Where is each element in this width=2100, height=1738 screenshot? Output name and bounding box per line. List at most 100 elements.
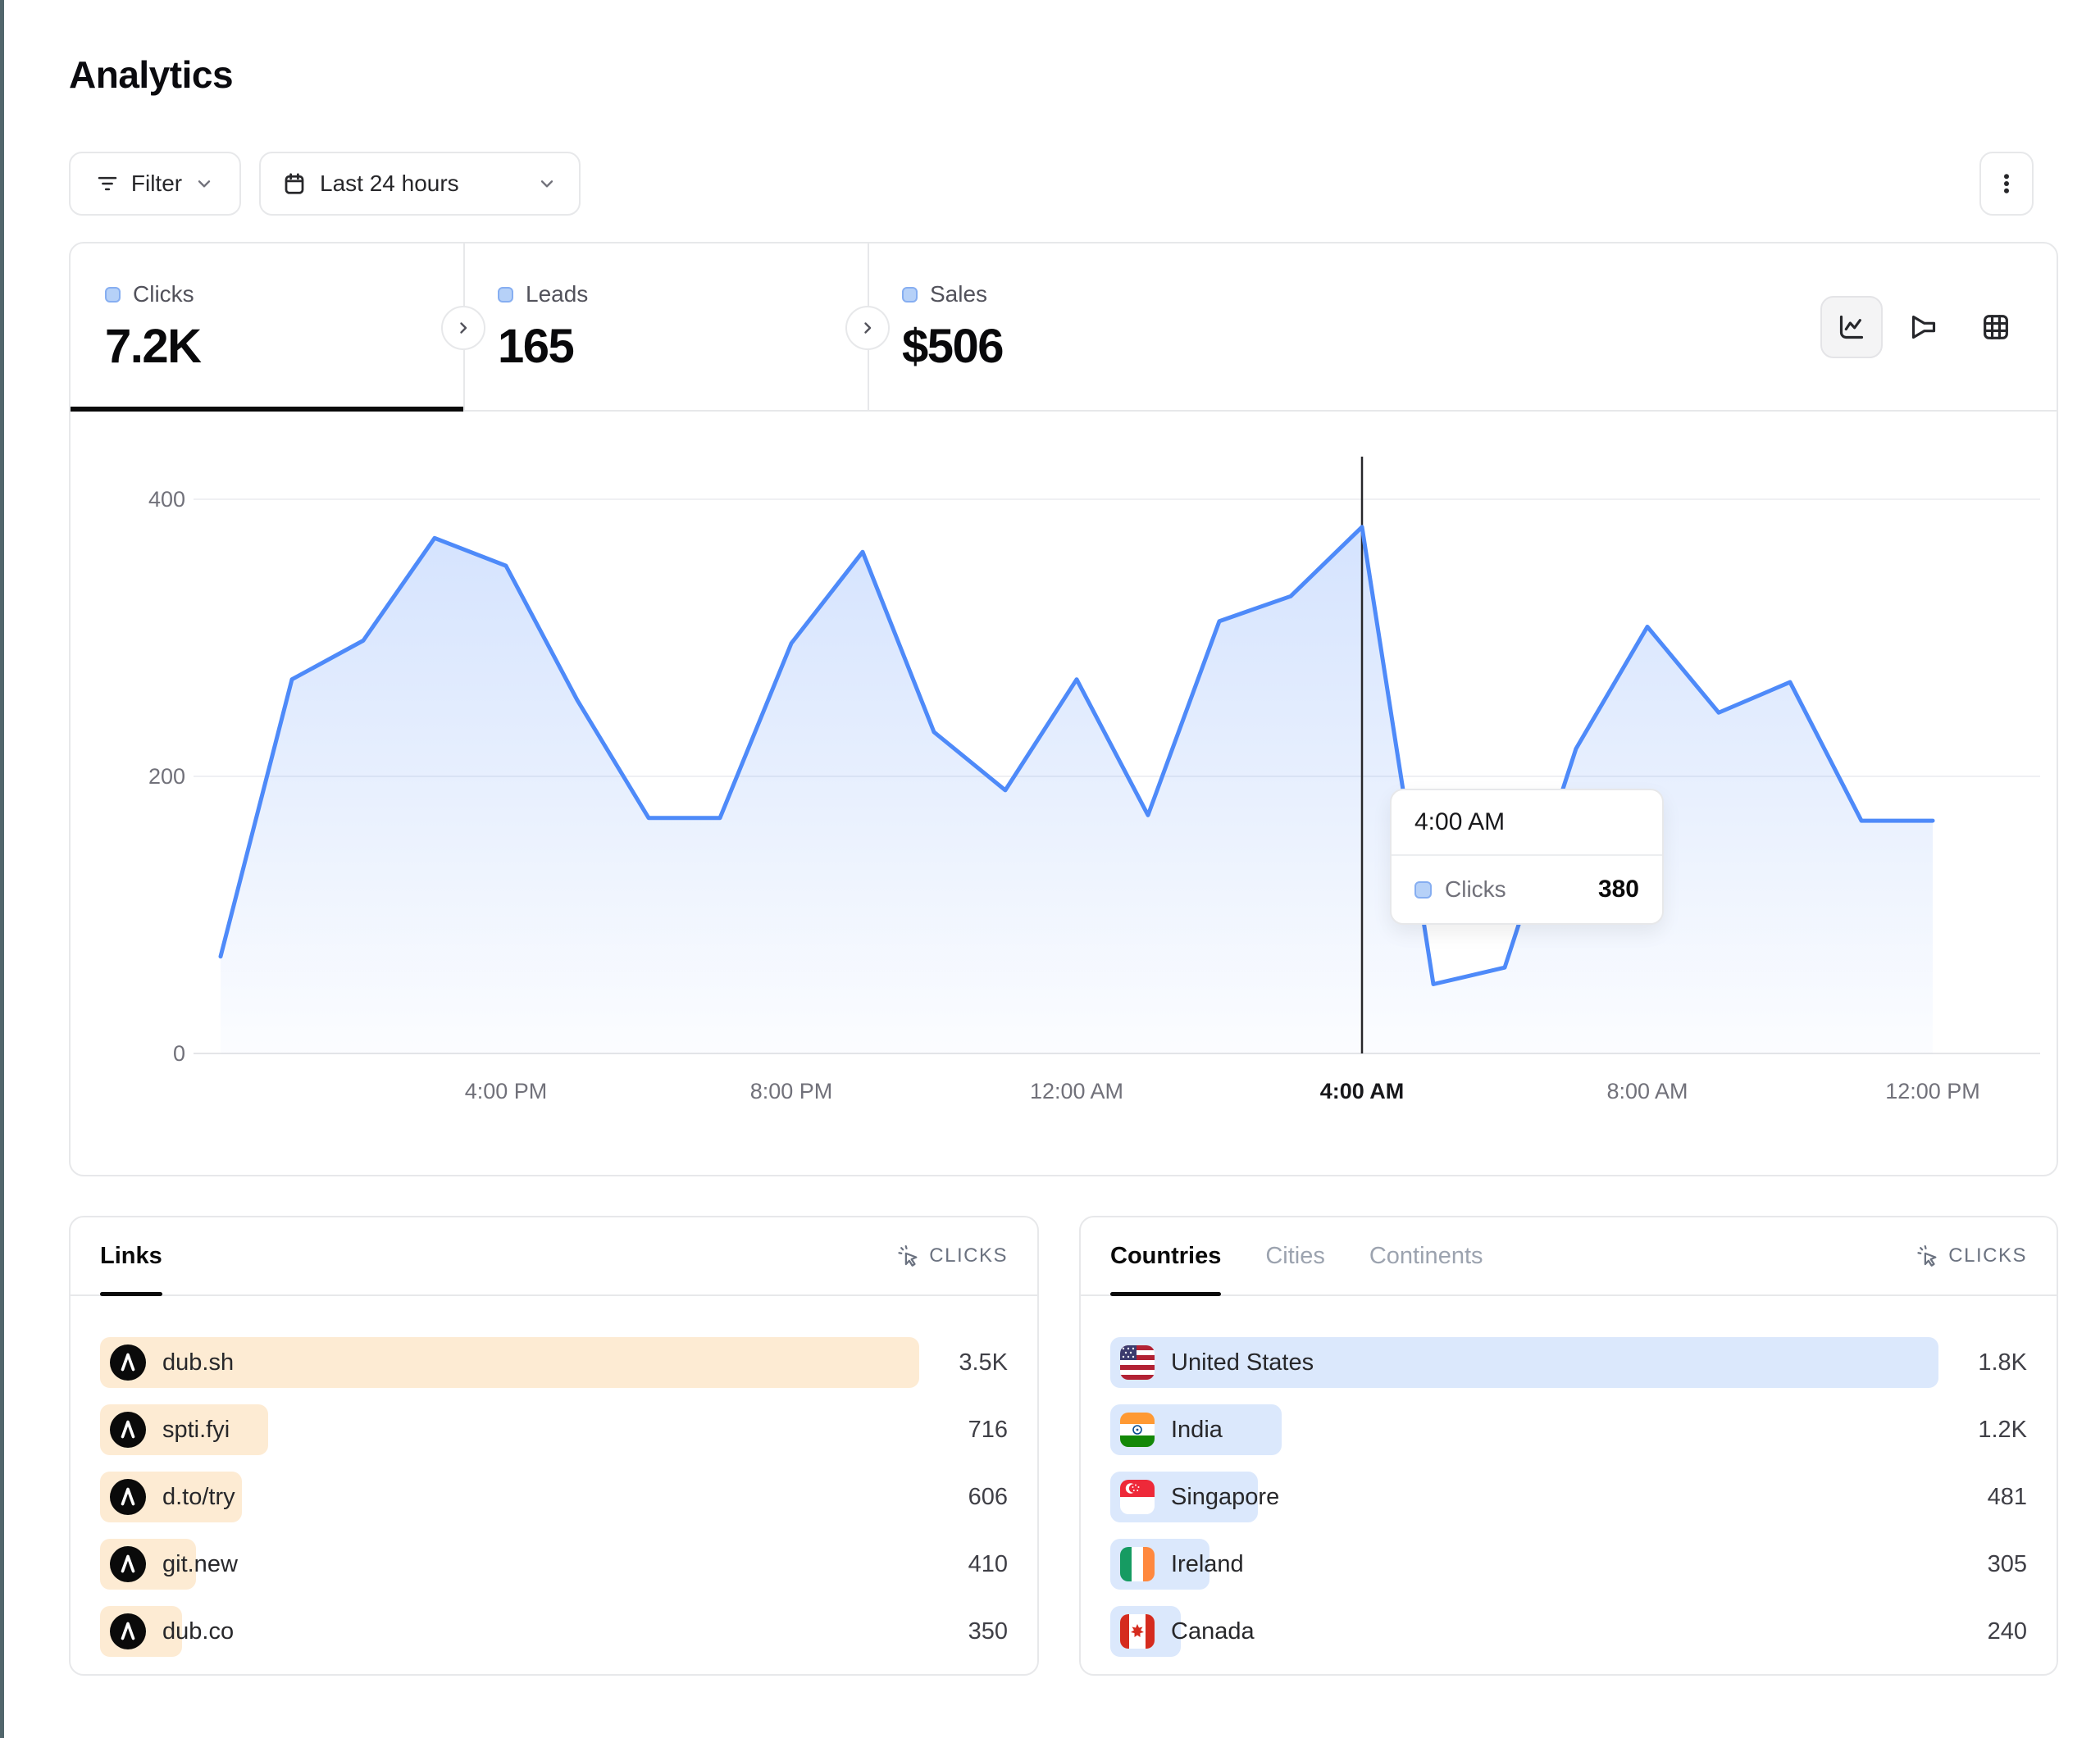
item-label: United States xyxy=(1171,1349,1314,1376)
item-value: 606 xyxy=(968,1483,1008,1510)
country-row[interactable]: Canada 240 xyxy=(1110,1606,2027,1657)
item-label: d.to/try xyxy=(162,1483,235,1510)
continents-tab-label: Continents xyxy=(1369,1242,1483,1269)
tab-clicks[interactable]: Clicks 7.2K xyxy=(71,243,463,410)
country-row[interactable]: United States 1.8K xyxy=(1110,1337,2027,1388)
clicks-legend-swatch xyxy=(105,286,121,303)
item-label: dub.sh xyxy=(162,1349,235,1376)
links-metric-label: CLICKS xyxy=(929,1244,1008,1267)
x-axis-tick: 12:00 PM xyxy=(1885,1079,1980,1103)
analytics-chart-card: Clicks 7.2K Leads 165 Sales $506 xyxy=(69,242,2058,1176)
link-row[interactable]: dub.co 350 xyxy=(100,1606,1008,1657)
tooltip-legend-swatch xyxy=(1414,880,1432,899)
country-row[interactable]: India 1.2K xyxy=(1110,1404,2027,1455)
item-label: Ireland xyxy=(1171,1550,1244,1577)
item-label: Singapore xyxy=(1171,1483,1280,1510)
filter-icon xyxy=(95,171,120,196)
date-range-label: Last 24 hours xyxy=(320,171,459,196)
geo-panel: Countries Cities Continents CLICKS Unite… xyxy=(1079,1216,2058,1676)
chevron-down-icon xyxy=(536,173,558,194)
links-metric-header[interactable]: CLICKS xyxy=(896,1244,1008,1268)
item-value: 350 xyxy=(968,1617,1008,1645)
clicks-tab-value: 7.2K xyxy=(105,320,202,373)
country-row[interactable]: Ireland 305 xyxy=(1110,1539,2027,1590)
link-row[interactable]: dub.sh 3.5K xyxy=(100,1337,1008,1388)
item-value: 716 xyxy=(968,1416,1008,1443)
leads-legend-swatch xyxy=(498,286,513,303)
link-row[interactable]: spti.fyi 716 xyxy=(100,1404,1008,1455)
dub-logo-icon xyxy=(110,1613,146,1649)
leads-tab-value: 165 xyxy=(498,320,575,373)
page-title: Analytics xyxy=(69,53,234,96)
y-axis-tick: 400 xyxy=(148,487,185,512)
value-bar xyxy=(1110,1337,1938,1388)
filter-button[interactable]: Filter xyxy=(69,152,241,216)
chevron-right-icon xyxy=(864,322,872,334)
x-axis-tick: 8:00 AM xyxy=(1606,1079,1688,1103)
tab-continents[interactable]: Continents xyxy=(1369,1217,1483,1294)
left-edge-strip xyxy=(0,0,4,1738)
filter-button-label: Filter xyxy=(130,171,183,196)
date-range-button[interactable]: Last 24 hours xyxy=(259,152,581,216)
funnel-icon xyxy=(1911,315,1936,339)
ie-flag-icon xyxy=(1120,1547,1155,1581)
sg-flag-icon xyxy=(1120,1480,1155,1514)
tooltip-series-label: Clicks xyxy=(1445,876,1506,902)
item-value: 410 xyxy=(968,1550,1008,1577)
tab-links[interactable]: Links xyxy=(100,1217,162,1296)
cursor-click-icon xyxy=(1917,1245,1937,1267)
tab-sales[interactable]: Sales $506 xyxy=(868,243,1442,410)
links-panel: Links CLICKS dub.sh 3.5K spti.fyi 716 xyxy=(69,1216,1039,1676)
expand-clicks-button[interactable] xyxy=(441,306,485,350)
tab-countries[interactable]: Countries xyxy=(1110,1217,1222,1296)
chevron-right-icon xyxy=(460,322,467,334)
item-label: git.new xyxy=(162,1550,238,1577)
link-row[interactable]: d.to/try 606 xyxy=(100,1472,1008,1522)
item-value: 1.8K xyxy=(1978,1349,2027,1376)
link-row[interactable]: git.new 410 xyxy=(100,1539,1008,1590)
item-value: 305 xyxy=(1987,1550,2027,1577)
item-value: 3.5K xyxy=(959,1349,1008,1376)
x-axis-tick: 4:00 AM xyxy=(1320,1079,1405,1103)
clicks-tab-label: Clicks xyxy=(133,281,194,307)
y-axis-tick: 200 xyxy=(148,764,185,789)
line-chart-view-button[interactable] xyxy=(1820,296,1883,358)
sales-tab-label: Sales xyxy=(930,281,988,307)
tooltip-time: 4:00 AM xyxy=(1392,790,1662,856)
x-axis-tick: 12:00 AM xyxy=(1030,1079,1123,1103)
more-options-button[interactable] xyxy=(1979,152,2034,216)
sales-legend-swatch xyxy=(902,286,918,303)
clicks-chart[interactable]: 0 200 400 4:00 PM 8:00 PM 12:00 AM 4:00 AM 8:00… xyxy=(71,412,2060,1178)
item-label: India xyxy=(1171,1416,1223,1443)
line-chart-icon xyxy=(1839,315,1864,339)
cursor-click-icon xyxy=(898,1245,918,1267)
leads-tab-label: Leads xyxy=(526,281,589,307)
expand-leads-button[interactable] xyxy=(845,306,890,350)
stats-tabs-row: Clicks 7.2K Leads 165 Sales $506 xyxy=(71,243,2057,412)
active-tab-underline xyxy=(71,407,463,412)
tab-leads[interactable]: Leads 165 xyxy=(463,243,868,410)
table-view-button[interactable] xyxy=(1965,296,2027,358)
ca-flag-icon xyxy=(1120,1614,1155,1649)
y-axis-tick: 0 xyxy=(173,1041,185,1066)
chart-type-toolbar xyxy=(1820,296,2027,358)
item-label: spti.fyi xyxy=(162,1416,230,1443)
kebab-menu-icon xyxy=(1994,171,2019,196)
item-value: 240 xyxy=(1987,1617,2027,1645)
chart-tooltip: 4:00 AM Clicks 380 xyxy=(1390,789,1664,925)
geo-metric-header[interactable]: CLICKS xyxy=(1916,1244,2027,1268)
tooltip-value: 380 xyxy=(1597,876,1639,903)
item-label: dub.co xyxy=(162,1617,235,1645)
cities-tab-label: Cities xyxy=(1265,1242,1325,1269)
in-flag-icon xyxy=(1120,1413,1155,1447)
dub-logo-icon xyxy=(110,1412,146,1448)
value-bar xyxy=(100,1337,919,1388)
x-axis-tick: 8:00 PM xyxy=(750,1079,833,1103)
links-tab-label: Links xyxy=(100,1242,162,1269)
chevron-down-icon xyxy=(194,173,215,194)
funnel-view-button[interactable] xyxy=(1893,296,1955,358)
country-row[interactable]: Singapore 481 xyxy=(1110,1472,2027,1522)
sales-tab-value: $506 xyxy=(902,320,1004,373)
tab-cities[interactable]: Cities xyxy=(1265,1217,1325,1294)
dub-logo-icon xyxy=(110,1479,146,1515)
